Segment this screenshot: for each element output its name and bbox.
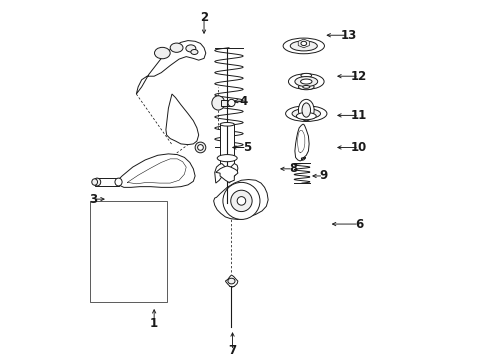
Ellipse shape	[191, 49, 198, 54]
Ellipse shape	[301, 73, 312, 78]
Text: 13: 13	[340, 29, 356, 42]
Bar	[221, 100, 231, 106]
Text: 8: 8	[289, 162, 297, 175]
Polygon shape	[229, 163, 238, 183]
Ellipse shape	[300, 79, 312, 84]
Ellipse shape	[231, 190, 252, 212]
Ellipse shape	[298, 99, 314, 121]
Ellipse shape	[195, 142, 206, 153]
Text: 2: 2	[200, 11, 208, 24]
Text: 3: 3	[90, 193, 98, 206]
Ellipse shape	[289, 74, 324, 89]
Ellipse shape	[302, 103, 311, 117]
Polygon shape	[295, 124, 309, 161]
Ellipse shape	[283, 38, 324, 54]
Bar	[96, 178, 119, 186]
Ellipse shape	[298, 84, 314, 90]
Ellipse shape	[217, 154, 237, 162]
Text: 7: 7	[228, 344, 237, 357]
Ellipse shape	[154, 48, 170, 59]
Bar	[220, 124, 234, 172]
Ellipse shape	[228, 278, 235, 284]
Ellipse shape	[301, 41, 307, 46]
Ellipse shape	[296, 113, 316, 120]
Polygon shape	[216, 166, 238, 183]
Text: 6: 6	[355, 217, 363, 230]
Ellipse shape	[237, 197, 245, 205]
Ellipse shape	[115, 178, 122, 186]
Text: 4: 4	[239, 95, 247, 108]
Ellipse shape	[223, 183, 260, 220]
Ellipse shape	[295, 77, 318, 86]
Ellipse shape	[290, 41, 318, 51]
Text: 12: 12	[351, 70, 367, 83]
Ellipse shape	[220, 171, 234, 174]
Ellipse shape	[212, 96, 225, 110]
Text: 9: 9	[319, 170, 327, 183]
Text: 10: 10	[351, 141, 367, 154]
Bar	[90, 201, 167, 302]
Polygon shape	[115, 154, 195, 187]
Ellipse shape	[197, 145, 203, 150]
Ellipse shape	[92, 179, 98, 185]
Text: 5: 5	[243, 141, 251, 154]
Polygon shape	[136, 41, 206, 94]
Polygon shape	[298, 39, 309, 48]
Ellipse shape	[228, 99, 235, 107]
Ellipse shape	[286, 106, 327, 121]
Text: 11: 11	[351, 109, 367, 122]
Polygon shape	[214, 180, 268, 220]
Polygon shape	[225, 275, 238, 287]
Polygon shape	[166, 94, 198, 145]
Ellipse shape	[303, 85, 310, 88]
Ellipse shape	[220, 122, 234, 126]
Ellipse shape	[94, 178, 101, 186]
Polygon shape	[215, 163, 225, 183]
Ellipse shape	[170, 43, 183, 52]
Ellipse shape	[292, 109, 320, 118]
Ellipse shape	[186, 45, 196, 52]
Text: 1: 1	[150, 317, 158, 330]
